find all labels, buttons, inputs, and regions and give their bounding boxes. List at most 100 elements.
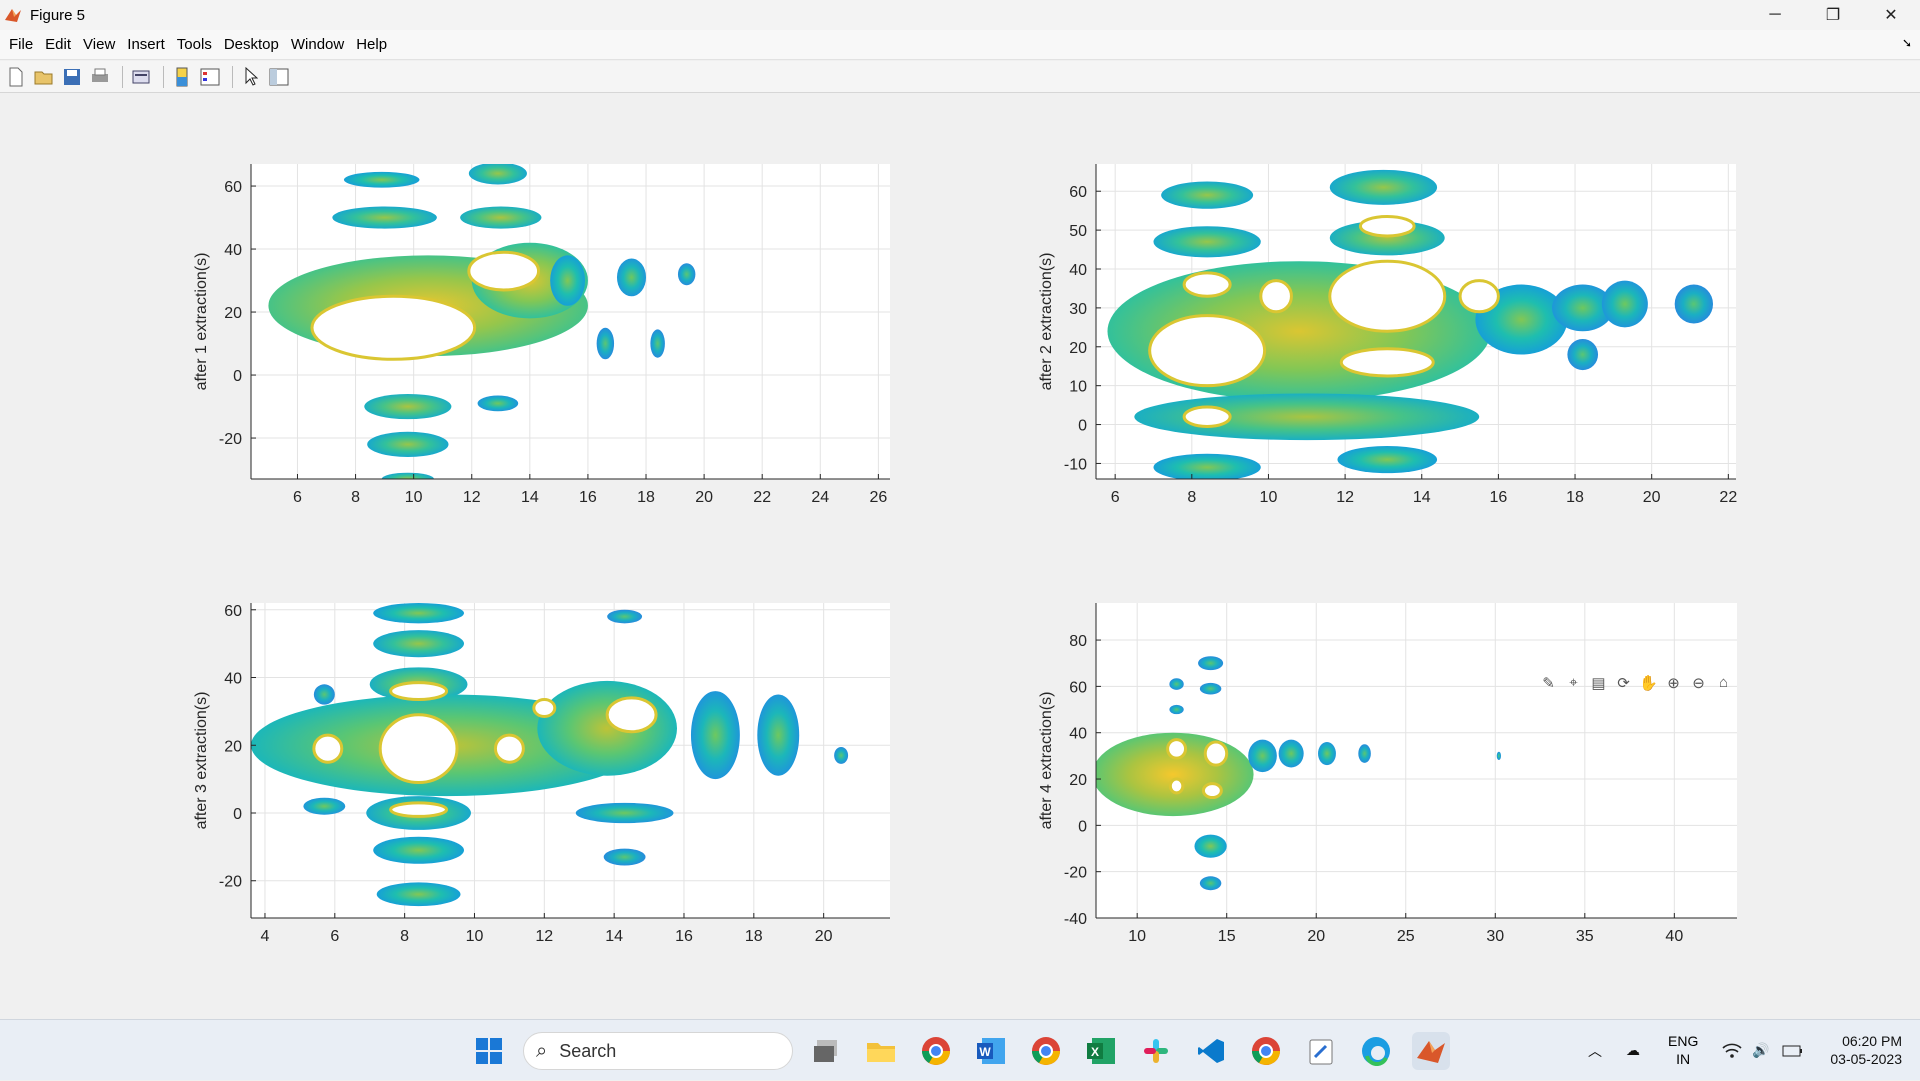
print-preview-icon[interactable] — [129, 65, 153, 89]
contour-blob — [1198, 656, 1224, 671]
maximize-button[interactable]: ❐ — [1825, 7, 1841, 24]
volume-icon[interactable]: 🔊 — [1752, 1042, 1770, 1058]
lang-top: ENG — [1668, 1033, 1699, 1049]
x-tick-label: 18 — [745, 928, 763, 945]
matlab-app-icon — [5, 9, 21, 22]
contour-hole — [467, 250, 541, 292]
y-tick-label: -20 — [219, 874, 242, 891]
wifi-icon[interactable] — [1722, 1020, 1742, 1081]
subplot-1[interactable]: 6 8 10 12 14 16 18 20 22 24 26 60 40 20 0 -20 after 1 ex… — [193, 162, 890, 506]
contour-blob — [1153, 453, 1261, 479]
contour-blob — [1567, 339, 1599, 371]
tray-chevron-icon[interactable]: ︿ — [1588, 1042, 1602, 1059]
property-inspector-icon[interactable] — [267, 65, 291, 89]
y-tick-label: 30 — [1069, 301, 1087, 318]
contour-blob — [367, 431, 449, 457]
x-tick-label: 16 — [579, 489, 597, 506]
contour-blob — [650, 329, 665, 358]
rotate-icon[interactable]: ⟳ — [1617, 674, 1630, 692]
export-icon[interactable]: ▤ — [1591, 674, 1606, 692]
subplot-4[interactable]: 10 15 20 25 30 35 40 80 60 40 20 0 -20 -40 after 4 ext… — [1038, 603, 1737, 945]
x-tick-label: 18 — [1566, 489, 1584, 506]
onedrive-icon[interactable]: ☁ — [1626, 1042, 1640, 1058]
contour-blob — [1318, 741, 1336, 766]
open-file-icon[interactable] — [32, 65, 56, 89]
subplot-2[interactable]: 6 8 10 12 14 16 18 20 22 60 50 40 30 20 10 0 -10 after 2 … — [1038, 164, 1737, 506]
contour-blob — [1169, 678, 1184, 690]
chrome-profile-2-icon[interactable] — [1247, 1032, 1285, 1070]
toolbar-separator — [122, 65, 123, 88]
axes-toolbar: ✎ ⌖ ▤ ⟳ ✋ ⊕ ⊖ ⌂ — [1538, 672, 1734, 693]
x-tick-label: 10 — [405, 489, 423, 506]
y-tick-label: 20 — [224, 305, 242, 322]
contour-hole — [310, 294, 477, 361]
slack-icon[interactable] — [1137, 1032, 1175, 1070]
home-icon[interactable]: ⌂ — [1718, 674, 1729, 691]
y-tick-label: 50 — [1069, 223, 1087, 240]
contour-hole — [312, 733, 344, 764]
y-axis-label: after 1 extraction(s) — [193, 253, 210, 391]
subplot-3[interactable]: 4 6 8 10 12 14 16 18 20 60 40 20 0 -20 after 3 extract… — [193, 603, 890, 945]
y-tick-label: 60 — [224, 603, 242, 620]
x-tick-label: 20 — [1307, 928, 1325, 945]
excel-icon[interactable]: X — [1082, 1032, 1120, 1070]
menu-file[interactable]: File — [9, 36, 34, 53]
y-tick-label: 60 — [224, 179, 242, 196]
minimize-button[interactable]: ─ — [1769, 6, 1781, 23]
menu-insert[interactable]: Insert — [127, 36, 165, 53]
task-view-icon[interactable] — [807, 1032, 845, 1070]
contour-hole — [493, 733, 525, 764]
contour-hole — [1148, 314, 1267, 388]
window-title: Figure 5 — [30, 6, 86, 24]
contour-blob — [1248, 739, 1277, 773]
vscode-icon[interactable] — [1192, 1032, 1230, 1070]
data-tips-icon[interactable]: ⌖ — [1569, 674, 1578, 691]
contour-blob — [1199, 876, 1222, 891]
contour-hole — [1339, 347, 1435, 378]
start-icon[interactable] — [470, 1032, 508, 1070]
contour-blob — [537, 680, 677, 776]
menu-window[interactable]: Window — [290, 36, 345, 53]
zoom-in-icon[interactable]: ⊕ — [1667, 674, 1680, 692]
print-icon[interactable] — [88, 65, 112, 89]
contour-blob — [376, 882, 461, 907]
menu-tools[interactable]: Tools — [176, 36, 212, 53]
x-tick-label: 8 — [1187, 489, 1196, 506]
battery-icon[interactable] — [1782, 1020, 1804, 1081]
menu-help[interactable]: Help — [356, 36, 388, 53]
dock-arrow-icon[interactable]: ➘ — [1901, 36, 1912, 50]
pan-icon[interactable]: ✋ — [1639, 674, 1658, 692]
close-button[interactable]: ✕ — [1884, 7, 1898, 24]
contour-hole — [1458, 279, 1500, 314]
clock-date: 03-05-2023 — [1830, 1051, 1902, 1067]
contour-hole — [378, 713, 459, 785]
menu-edit[interactable]: Edit — [45, 36, 72, 53]
edge-icon[interactable] — [1357, 1032, 1395, 1070]
contour-blob — [1674, 284, 1714, 324]
file-explorer-icon[interactable] — [862, 1032, 900, 1070]
x-tick-label: 10 — [1128, 928, 1146, 945]
matlab-icon[interactable] — [1412, 1032, 1450, 1070]
language-indicator[interactable]: ENG IN — [1668, 1032, 1698, 1068]
notepad-icon[interactable] — [1302, 1032, 1340, 1070]
save-icon[interactable] — [60, 65, 84, 89]
legend-icon[interactable] — [198, 65, 222, 89]
chrome-icon[interactable] — [917, 1032, 955, 1070]
zoom-out-icon[interactable]: ⊖ — [1692, 674, 1705, 692]
contour-hole — [389, 681, 449, 702]
menu-view[interactable]: View — [83, 36, 116, 53]
x-tick-label: 8 — [351, 489, 360, 506]
menu-desktop[interactable]: Desktop — [223, 36, 279, 53]
contour-blob — [313, 684, 335, 705]
brush-icon[interactable]: ✎ — [1542, 674, 1555, 692]
new-figure-icon[interactable] — [4, 65, 28, 89]
figure-toolbar — [0, 61, 1920, 93]
chrome-profile-icon[interactable] — [1027, 1032, 1065, 1070]
contour-blob — [607, 609, 643, 624]
word-icon[interactable]: W — [972, 1032, 1010, 1070]
system-clock[interactable]: 06:20 PM 03-05-2023 — [1830, 1032, 1902, 1068]
pointer-icon[interactable] — [239, 65, 263, 89]
colorbar-icon[interactable] — [170, 65, 194, 89]
taskbar-search-box[interactable]: ⌕ Search — [523, 1032, 793, 1070]
